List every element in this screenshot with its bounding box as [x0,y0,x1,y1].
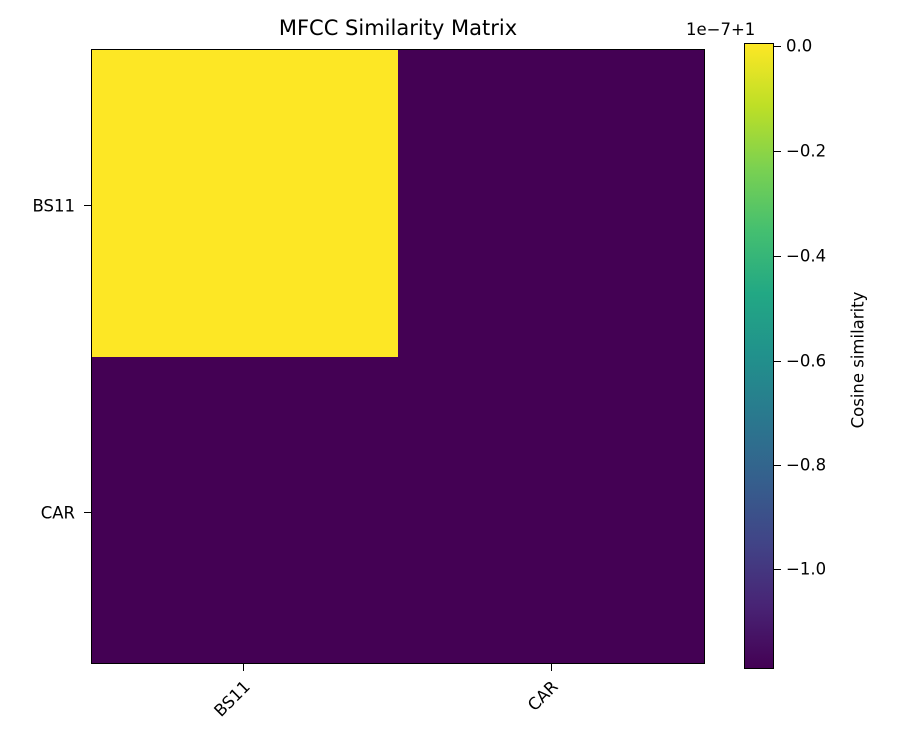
colorbar-tick-label: −1.0 [786,559,827,579]
colorbar-tick-label: −0.6 [786,351,827,371]
colorbar-tick-mark [774,569,781,571]
y-tick-mark [84,512,91,514]
colorbar-tick-mark [774,256,781,258]
colorbar [744,43,774,669]
x-tick-mark [551,664,553,671]
cell-car-bs11 [92,356,398,663]
chart-title: MFCC Similarity Matrix [278,16,518,40]
x-tick-mark [243,664,245,671]
colorbar-tick-mark [774,361,781,363]
colorbar-tick-mark [774,46,781,48]
colorbar-offset-text: 1e−7+1 [686,20,756,39]
x-tick-label-car: CAR [523,677,562,715]
colorbar-tick-label: −0.8 [786,455,827,475]
colorbar-tick-label: −0.4 [786,246,827,266]
colorbar-tick-label: −0.2 [786,141,827,161]
heatmap-plot-area [91,49,705,664]
cell-bs11-bs11 [92,50,398,357]
y-tick-label-bs11: BS11 [32,196,76,216]
colorbar-label: Cosine similarity [848,291,868,429]
cell-car-car [398,356,704,663]
colorbar-tick-mark [774,151,781,153]
y-tick-label-car: CAR [40,503,75,523]
colorbar-tick-mark [774,465,781,467]
cell-bs11-car [398,50,704,357]
colorbar-tick-label: 0.0 [786,36,813,56]
x-tick-label-bs11: BS11 [209,677,254,721]
y-tick-mark [84,205,91,207]
